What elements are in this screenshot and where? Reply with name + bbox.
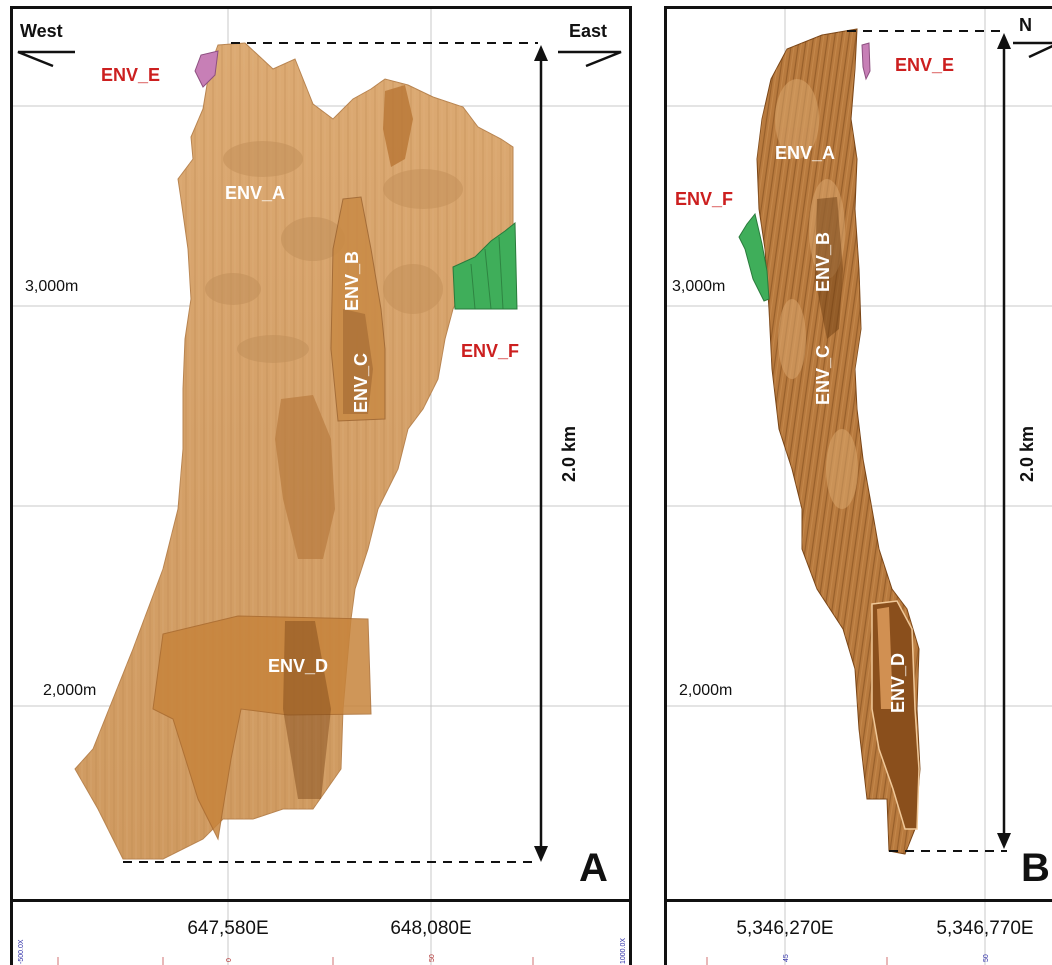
label-env-a: ENV_A <box>225 183 285 203</box>
northing-5346770: 5,346,770E <box>936 918 1033 939</box>
panel-a-drawing: 2.0 km West East 3,000m 2,000m ENV_E ENV… <box>13 9 629 899</box>
label-env-f: ENV_F <box>461 341 519 361</box>
tiny-tick-mid-1: 0 <box>226 958 233 962</box>
panel-letter-a: A <box>579 846 608 890</box>
label-env-a-b: ENV_A <box>775 143 835 163</box>
panel-a-axis-drawing: 647,580E 648,080E -500.0X 0 50 1000.0X <box>18 902 627 965</box>
scale-bar-2km-b: 2.0 km <box>847 30 1037 852</box>
scale-label-b: 2.0 km <box>1017 426 1037 482</box>
west-label: West <box>20 21 63 41</box>
tiny-tick-right: 1000.0X <box>620 938 627 964</box>
orebody-envelope-shape <box>74 42 518 860</box>
label-env-c: ENV_C <box>351 353 371 413</box>
label-env-c-b: ENV_C <box>813 345 833 405</box>
panel-a-west-east-section: 2.0 km West East 3,000m 2,000m ENV_E ENV… <box>10 6 632 902</box>
panel-b-axis-drawing: 5,346,270E 5,346,770E 45 50 <box>706 902 1034 965</box>
north-arrow: N <box>1013 15 1052 59</box>
west-arrow: West <box>17 21 75 68</box>
north-label: N <box>1019 15 1032 35</box>
east-arrow: East <box>558 21 622 68</box>
label-env-d: ENV_D <box>268 656 328 676</box>
label-env-e-b: ENV_E <box>895 55 954 75</box>
northing-5346270: 5,346,270E <box>736 918 833 939</box>
label-env-d-b: ENV_D <box>888 653 908 713</box>
panel-letter-b: B <box>1021 846 1050 890</box>
label-env-b: ENV_B <box>342 251 362 311</box>
east-label: East <box>569 21 607 41</box>
label-env-b-b: ENV_B <box>813 232 833 292</box>
tiny-tick-left: -500.0X <box>18 939 25 964</box>
tiny-tick-mid-2: 50 <box>429 954 436 962</box>
panel-b-drawing: 2.0 km N 3,000m 2,000m ENV_E ENV_A ENV_F… <box>667 9 1052 899</box>
easting-648080: 648,080E <box>390 918 471 939</box>
tiny-tick-b-1: 45 <box>783 954 790 962</box>
easting-647580: 647,580E <box>187 918 268 939</box>
label-env-f-b: ENV_F <box>675 189 733 209</box>
elevation-3000m: 3,000m <box>25 278 78 295</box>
scale-label: 2.0 km <box>559 426 579 482</box>
elevation-2000m-b: 2,000m <box>679 682 732 699</box>
elevation-3000m-b: 3,000m <box>672 278 725 295</box>
tiny-tick-b-2: 50 <box>983 954 990 962</box>
panel-b-north-section: 2.0 km N 3,000m 2,000m ENV_E ENV_A ENV_F… <box>664 6 1052 902</box>
panel-b-northing-axis: 5,346,270E 5,346,770E 45 50 <box>664 902 1052 965</box>
panel-a-easting-axis: 647,580E 648,080E -500.0X 0 50 1000.0X <box>10 902 632 965</box>
scale-bar-2km: 2.0 km <box>123 42 579 863</box>
label-env-e: ENV_E <box>101 65 160 85</box>
orebody-envelope-shape-b <box>738 28 921 855</box>
elevation-2000m: 2,000m <box>43 682 96 699</box>
